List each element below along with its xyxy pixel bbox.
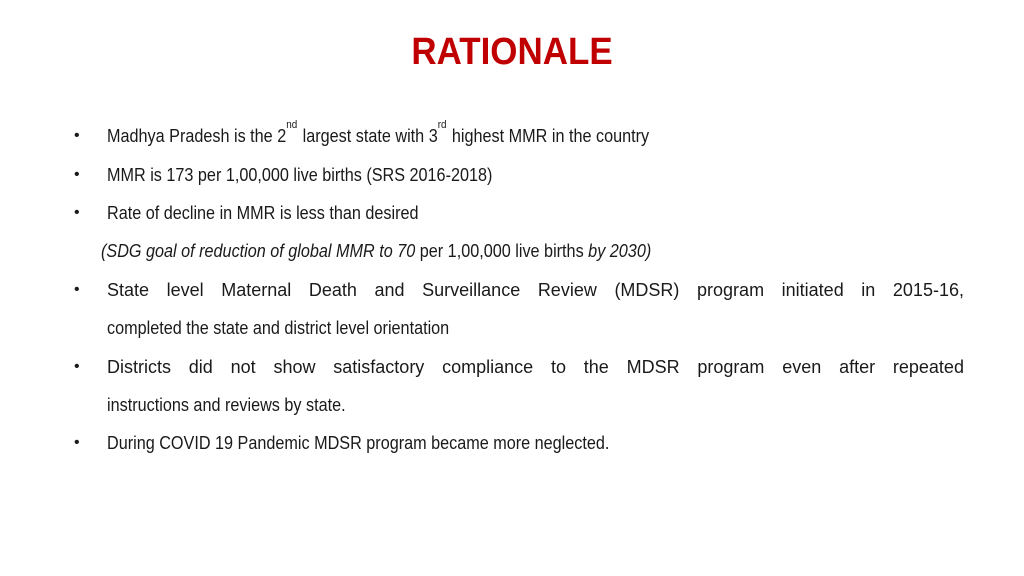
note-italic-part: by 2030) — [588, 241, 652, 261]
bullet-item-2: • MMR is 173 per 1,00,000 live births (S… — [0, 160, 1024, 190]
justified-word: 2015-16, — [892, 280, 964, 300]
sdg-note: (SDG goal of reduction of global MMR to … — [0, 236, 1024, 266]
justified-word: repeated — [892, 357, 964, 377]
justified-word: to — [550, 357, 566, 377]
bullet-text: During COVID 19 Pandemic MDSR program be… — [107, 433, 610, 453]
justified-word: compliance — [442, 357, 534, 377]
bullet-marker: • — [74, 281, 80, 298]
justified-word: State — [107, 280, 150, 300]
ordinal-superscript: rd — [437, 119, 447, 131]
bullet-item-6: • During COVID 19 Pandemic MDSR program … — [0, 428, 1024, 458]
justified-word: and — [374, 280, 405, 300]
justified-word: show — [273, 357, 316, 377]
bullet-marker: • — [74, 166, 80, 183]
bullet-text: completed the state and district level o… — [107, 318, 450, 338]
bullet-text-part: largest state with 3 — [302, 126, 438, 146]
bullet-text-justified: Districts did not show satisfactory complianc… — [107, 352, 964, 382]
bullet-marker: • — [74, 434, 80, 451]
note-italic-part: (SDG goal of reduction of global MMR to … — [101, 241, 416, 261]
justified-word: program — [697, 357, 765, 377]
note-normal-part: per 1,00,000 live births — [419, 241, 584, 261]
justified-word: the — [583, 357, 609, 377]
bullet-text: instructions and reviews by state. — [107, 395, 346, 415]
justified-word: after — [839, 357, 876, 377]
justified-word: satisfactory — [333, 357, 425, 377]
bullet-marker: • — [74, 127, 80, 144]
bullet-text-part: Madhya Pradesh is the 2 — [107, 126, 287, 146]
bullet-text: MMR is 173 per 1,00,000 live births (SRS… — [107, 165, 493, 185]
justified-word: level — [166, 280, 204, 300]
bullet-text: Rate of decline in MMR is less than desi… — [107, 203, 419, 223]
justified-word: MDSR — [626, 357, 680, 377]
justified-word: in — [861, 280, 876, 300]
justified-word: program — [697, 280, 765, 300]
justified-word: Surveillance — [422, 280, 521, 300]
bullet-text-justified: State level Maternal Death and Surveillance Re… — [107, 275, 964, 305]
bullet-item-4-continuation: completed the state and district level o… — [0, 313, 1024, 343]
slide-title: RATIONALE — [411, 31, 613, 73]
justified-word: Review — [537, 280, 597, 300]
justified-word: initiated — [781, 280, 844, 300]
justified-word: Maternal — [221, 280, 292, 300]
justified-word: (MDSR) — [614, 280, 680, 300]
bullet-text-part: highest MMR in the country — [451, 126, 650, 146]
bullet-text: Madhya Pradesh is the 2nd largest state w… — [107, 119, 650, 151]
justified-word: Death — [308, 280, 357, 300]
ordinal-superscript: nd — [286, 119, 298, 131]
bullet-item-1: • Madhya Pradesh is the 2nd largest state… — [0, 119, 1024, 151]
sdg-note-text: (SDG goal of reduction of global MMR to … — [101, 236, 651, 266]
bullet-item-3: • Rate of decline in MMR is less than de… — [0, 198, 1024, 228]
bullet-item-5-continuation: instructions and reviews by state. — [0, 390, 1024, 420]
justified-word: did — [188, 357, 213, 377]
justified-word: Districts — [107, 357, 171, 377]
bullet-marker: • — [74, 358, 80, 375]
justified-word: not — [230, 357, 256, 377]
justified-word: even — [782, 357, 822, 377]
bullet-item-5: • Districts did not show satisfactory complia… — [0, 352, 1024, 382]
bullet-marker: • — [74, 204, 80, 221]
bullet-item-4: • State level Maternal Death and Surveillance… — [0, 275, 1024, 305]
